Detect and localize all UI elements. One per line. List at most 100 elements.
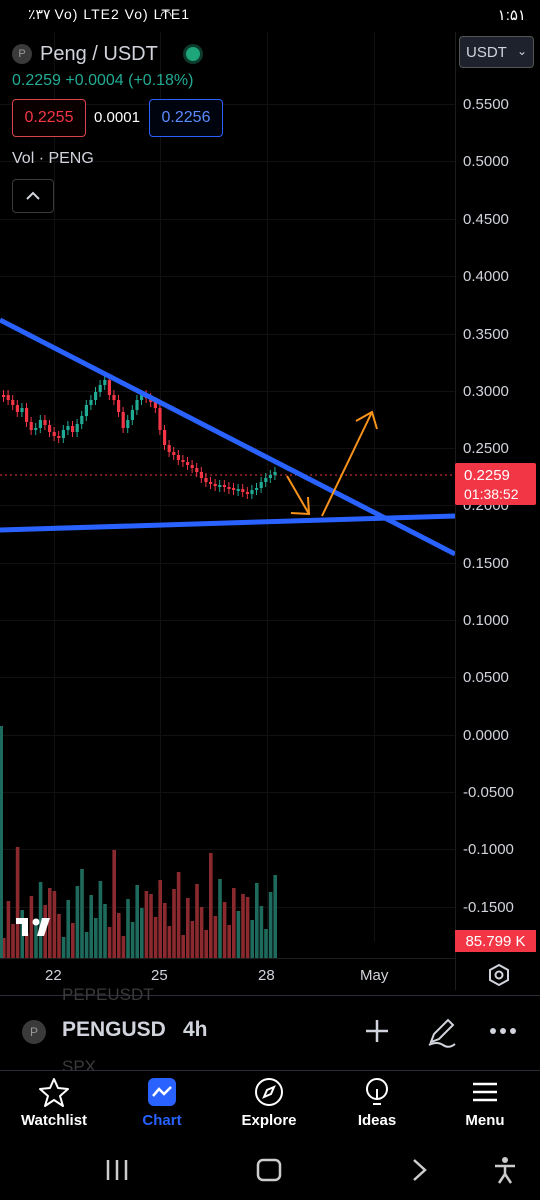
volume-bar [140,908,144,958]
volume-bar [250,920,254,958]
nav-menu[interactable]: Menu [445,1076,525,1129]
volume-bar [163,903,167,958]
nav-label: Chart [142,1112,182,1129]
last-price: 0.2259 [12,72,61,89]
time-label: 28 [258,967,275,984]
chart-icon [148,1078,176,1106]
more-options-button[interactable] [486,1014,520,1048]
symbol-header[interactable]: P Peng / USDT [12,40,158,68]
volume-bar [11,924,15,958]
price-label: -0.1000 [463,841,514,858]
chart-settings-button[interactable] [486,962,512,988]
nav-label: Ideas [357,1112,397,1129]
candle-body [245,492,249,494]
price-label: 0.1000 [463,612,509,629]
nav-explore[interactable]: Explore [229,1076,309,1129]
volume-bar [149,894,153,958]
star-icon [39,1078,69,1107]
volume-bars [2,847,277,958]
candle-body [84,405,88,416]
volume-indicator-label[interactable]: Vol · PENG [12,150,94,167]
volume-bar [186,898,190,958]
volume-spike [0,726,3,958]
time-label: 25 [151,967,168,984]
candle-body [273,472,277,475]
candle-body [71,426,75,432]
nav-ideas[interactable]: Ideas [337,1076,417,1129]
volume-bar [259,906,264,958]
volume-bar [75,886,80,958]
market-open-indicator [186,47,200,61]
sell-button[interactable]: 0.2255 [12,99,86,137]
volume-bar [213,916,218,958]
candle-body [176,455,180,460]
candle-body [2,395,6,397]
candle-body [29,422,33,430]
volume-bar [158,880,162,958]
volume-bar [34,919,38,958]
candle-body [209,482,213,484]
nav-watchlist[interactable]: Watchlist [14,1076,94,1129]
nav-chart[interactable]: Chart [122,1076,202,1129]
accessibility-icon[interactable] [492,1156,518,1184]
candle-body [222,485,226,487]
time-axis[interactable] [0,958,455,991]
collapse-legend-button[interactable] [12,179,54,213]
candle-body [15,405,19,412]
candle-body [227,487,231,489]
chart-toolbar [0,995,540,1068]
recent-apps-icon[interactable] [104,1158,130,1182]
status-bar: ٪۳۷ Vo) LTE2 Vo) LTE1 ◠ ۱:۵۱ [0,0,540,32]
more-dots-icon [490,1028,516,1034]
volume-bar [172,889,176,958]
support-trendline [0,513,455,533]
volume-bar [236,911,241,958]
volume-bar [52,891,57,958]
candle-body [11,400,15,405]
volume-bar [222,902,227,958]
drawing-tools-button[interactable] [425,1014,459,1048]
candle-body [172,452,176,455]
candle-body [121,412,125,428]
ghost-symbol-above: PEPEUSDT [62,985,154,1004]
volume-bar [98,881,103,958]
home-icon[interactable] [256,1158,282,1182]
volume-bar [167,926,172,958]
volume-bar [66,900,70,958]
price-label: 0.0000 [463,727,509,744]
price-chart-svg [0,317,455,958]
candle-body [98,385,102,392]
timeframe-selector[interactable]: 4h [183,1018,208,1041]
volume-bar [107,927,112,958]
pencil-icon [428,1018,456,1048]
change-value: +0.0004 (+0.18%) [65,72,194,89]
plus-icon [366,1020,388,1042]
volume-bar [176,872,181,958]
buy-button[interactable]: 0.2256 [149,99,223,137]
symbol-badge: P [12,44,32,64]
volume-bar [227,925,231,958]
back-icon[interactable] [410,1158,430,1182]
volume-bar [130,922,135,958]
volume-bar [209,853,213,958]
price-label: 0.2500 [463,440,509,457]
nav-label: Explore [241,1112,297,1129]
toolbar-symbol-badge: P [22,1020,46,1044]
add-button[interactable] [360,1014,394,1048]
price-label: 0.4500 [463,211,509,228]
currency-select[interactable]: USDT ⌄ [459,36,534,68]
volume-bar [218,879,222,958]
volume-bar [135,885,139,958]
price-label: 0.1500 [463,555,509,572]
candle-body [107,380,111,395]
toolbar-symbol[interactable]: PENGUSD [62,1018,166,1041]
price-label: 0.3000 [463,383,509,400]
price-label: 0.3500 [463,326,509,343]
price-label: 0.5000 [463,153,509,170]
chevron-up-icon [26,191,40,200]
price-label: -0.1500 [463,899,514,916]
candle-body [57,436,61,438]
symbol-title[interactable]: Peng / USDT [40,42,158,65]
candle-body [167,445,171,452]
candle-body [103,380,107,385]
